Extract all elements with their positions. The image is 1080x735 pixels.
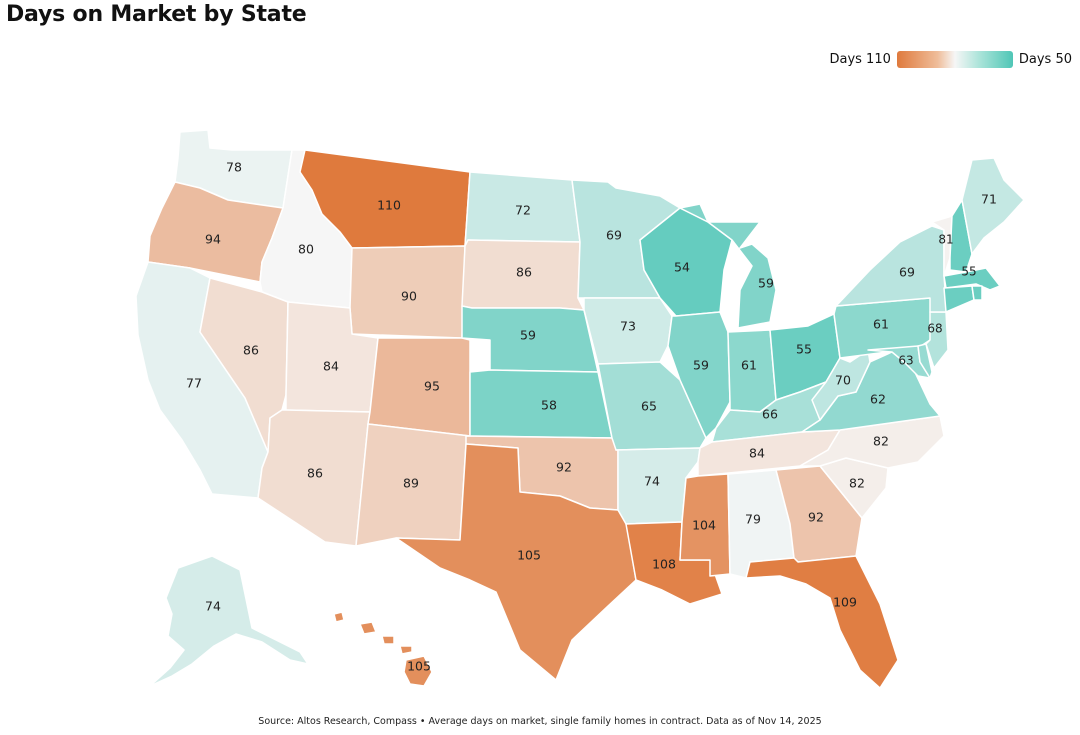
label-mo: 65	[641, 399, 657, 414]
color-legend: Days 110 Days 50	[829, 50, 1072, 68]
label-ky: 66	[762, 407, 778, 422]
label-va: 62	[870, 392, 886, 407]
label-sc: 82	[849, 476, 865, 491]
label-nj: 68	[927, 322, 942, 336]
label-hi: 105	[407, 659, 431, 674]
label-ar: 74	[644, 474, 660, 489]
label-ok: 92	[556, 460, 572, 475]
label-wi: 54	[674, 260, 690, 275]
label-ks: 58	[541, 398, 557, 413]
label-ia: 73	[620, 319, 636, 334]
label-sd: 86	[516, 265, 532, 280]
state-ak[interactable]	[149, 555, 309, 687]
state-me[interactable]	[961, 157, 1025, 255]
legend-high-label: Days 110	[829, 51, 891, 67]
label-ny: 69	[899, 265, 915, 280]
state-wy[interactable]	[349, 245, 466, 339]
state-hi[interactable]	[333, 611, 433, 687]
label-il: 59	[693, 358, 709, 373]
label-ut: 84	[323, 359, 339, 374]
label-fl: 109	[833, 595, 857, 610]
label-mn: 69	[606, 228, 622, 243]
label-tx: 105	[517, 548, 541, 563]
state-ct[interactable]	[943, 285, 975, 313]
label-me: 71	[981, 192, 997, 207]
label-md: 63	[898, 354, 913, 368]
label-nv: 86	[243, 343, 259, 358]
label-in: 61	[741, 358, 757, 373]
label-or: 94	[205, 232, 221, 247]
label-mt: 110	[377, 198, 401, 213]
label-nm: 89	[403, 476, 419, 491]
label-mi: 59	[758, 276, 774, 291]
label-az: 86	[307, 466, 323, 481]
legend-gradient-bar	[896, 50, 1013, 68]
label-wy: 90	[401, 289, 417, 304]
state-tx[interactable]	[395, 443, 637, 681]
label-nc: 82	[873, 434, 889, 449]
label-ma: 55	[961, 265, 976, 279]
label-ne: 59	[520, 328, 536, 343]
label-wa: 78	[226, 160, 242, 175]
label-ca: 77	[186, 376, 202, 391]
state-co[interactable]	[367, 337, 471, 437]
label-nd: 72	[515, 203, 531, 218]
state-il[interactable]	[667, 311, 731, 439]
label-oh: 55	[796, 342, 812, 357]
label-vt: 81	[938, 233, 953, 247]
label-wv: 70	[835, 373, 851, 388]
state-fl[interactable]	[745, 555, 899, 689]
label-tn: 84	[749, 446, 765, 461]
state-vt[interactable]	[931, 215, 953, 277]
state-wv[interactable]	[811, 349, 871, 421]
state-nc[interactable]	[799, 415, 945, 469]
state-de[interactable]	[917, 343, 933, 379]
label-ga: 92	[808, 510, 824, 525]
legend-low-label: Days 50	[1018, 51, 1072, 67]
map-title: Days on Market by State	[6, 2, 307, 27]
source-note: Source: Altos Research, Compass • Averag…	[258, 716, 822, 727]
state-mi[interactable]	[679, 203, 777, 329]
label-co: 95	[424, 379, 440, 394]
label-ms: 104	[692, 518, 716, 533]
label-la: 108	[652, 557, 676, 572]
label-al: 79	[745, 512, 761, 527]
state-mo[interactable]	[597, 361, 707, 451]
state-ri[interactable]	[971, 285, 983, 301]
label-id: 80	[298, 242, 314, 257]
label-ak: 74	[205, 599, 221, 614]
label-pa: 61	[873, 317, 889, 332]
